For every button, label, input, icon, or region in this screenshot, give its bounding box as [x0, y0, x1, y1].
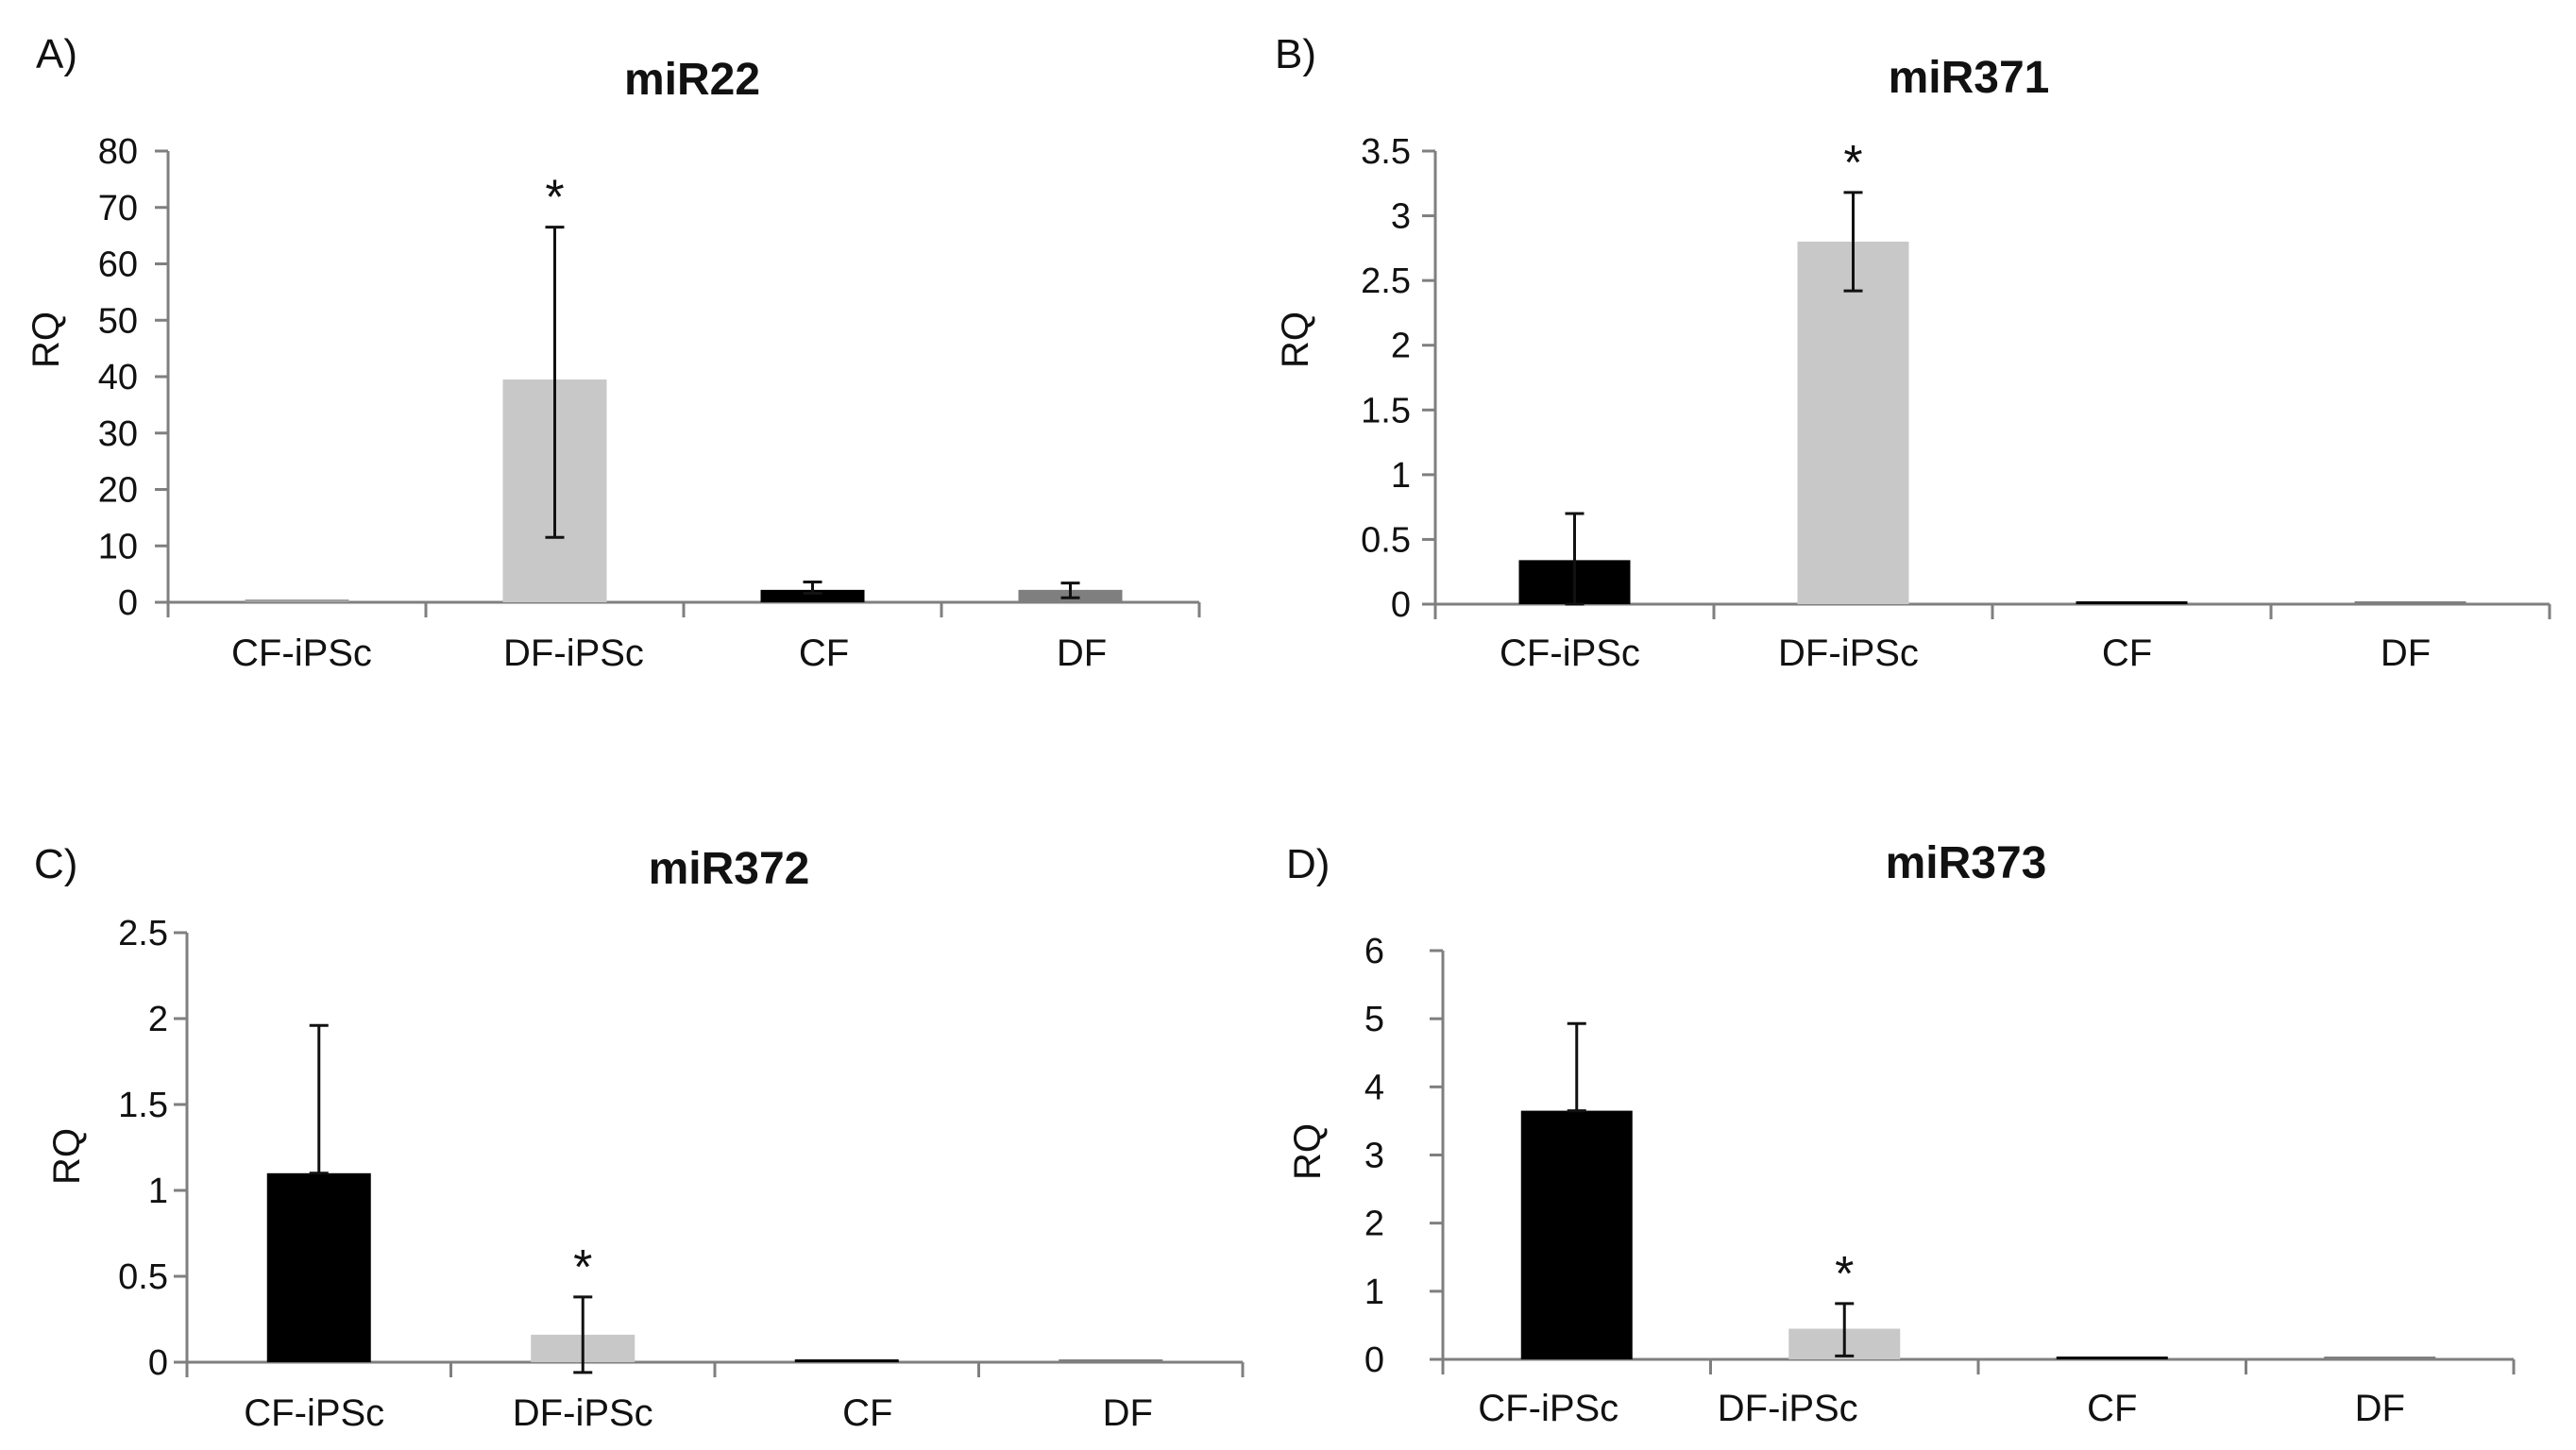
bar-cf-ipsc	[245, 599, 349, 602]
y-tick-label: 0	[1391, 585, 1411, 625]
y-tick-label: 1	[1391, 456, 1411, 496]
y-axis-title: RQ	[1287, 1123, 1329, 1180]
y-tick-label: 80	[98, 132, 138, 172]
x-category-label: DF-iPSc	[513, 1392, 653, 1434]
panel-label: B)	[1275, 31, 1316, 77]
y-tick-label: 6	[1364, 932, 1384, 971]
y-tick-label: 50	[98, 301, 138, 341]
x-category-label: CF-iPSc	[244, 1392, 384, 1434]
bar-cf	[794, 1359, 899, 1362]
y-tick-label: 70	[98, 189, 138, 228]
panel-label: D)	[1286, 841, 1330, 887]
x-category-label: DF	[2355, 1388, 2405, 1429]
y-tick-label: 60	[98, 245, 138, 285]
x-category-label: CF	[2087, 1388, 2137, 1429]
y-tick-label: 4	[1364, 1068, 1384, 1107]
y-tick-label: 20	[98, 471, 138, 511]
x-category-label: CF	[799, 632, 849, 674]
chart-panel-b: B) miR371 RQ 0 0.5 1 1.5 2 2.5 3 3.5 CF-iPSc * DF-…	[1275, 31, 2551, 674]
bar-cf-ipsc	[1520, 1110, 1633, 1359]
x-category-label: DF-iPSc	[1718, 1388, 1858, 1429]
significance-marker: *	[545, 171, 564, 226]
y-tick-label: 3	[1391, 197, 1411, 237]
y-tick-label: 1	[148, 1172, 168, 1211]
bar-cf	[2076, 601, 2188, 604]
x-category-label: DF-iPSc	[503, 632, 644, 674]
bar-df-ipsc	[1797, 242, 1909, 604]
y-tick-label: 0	[118, 583, 138, 623]
y-tick-label: 2	[1364, 1205, 1384, 1244]
x-category-label: DF	[1057, 632, 1107, 674]
y-tick-label: 1.5	[1361, 391, 1411, 430]
y-axis-title: RQ	[1275, 312, 1316, 368]
significance-marker: *	[573, 1240, 592, 1295]
bar-cf	[2056, 1357, 2168, 1359]
y-tick-label: 0.5	[118, 1257, 168, 1297]
x-category-label: DF-iPSc	[1778, 632, 1919, 674]
x-category-label: DF	[2381, 632, 2431, 674]
y-axis-title: RQ	[46, 1128, 88, 1185]
x-category-label: CF	[2102, 632, 2152, 674]
y-tick-label: 0.5	[1361, 520, 1411, 560]
y-tick-label: 40	[98, 358, 138, 397]
chart-title: miR373	[1886, 838, 2047, 888]
significance-marker: *	[1835, 1247, 1854, 1302]
y-tick-label: 0	[148, 1343, 168, 1383]
x-category-label: CF-iPSc	[231, 632, 372, 674]
bar-df	[2354, 601, 2466, 604]
panel-label: A)	[36, 31, 77, 77]
bar-df	[1059, 1359, 1163, 1362]
y-tick-label: 2	[1391, 327, 1411, 366]
bar-df	[2324, 1357, 2436, 1359]
x-category-label: DF	[1103, 1392, 1153, 1434]
chart-panel-a: A) miR22 RQ 0 10 20 30 40 50 60 70 80 CF-iPSc * DF-…	[25, 31, 1201, 674]
y-tick-label: 30	[98, 414, 138, 454]
x-category-label: CF	[842, 1392, 892, 1434]
y-tick-label: 2	[148, 1000, 168, 1039]
y-tick-label: 1	[1364, 1273, 1384, 1312]
chart-panel-d: D) miR373 RQ 0 1 2 3 4 5 6 CF-iPSc * DF-iPSc CF DF	[1286, 838, 2516, 1429]
chart-title: miR22	[624, 55, 760, 105]
y-tick-label: 2.5	[1361, 261, 1411, 301]
y-axis-title: RQ	[25, 312, 67, 368]
chart-title: miR371	[1889, 53, 2050, 103]
y-tick-label: 1.5	[118, 1086, 168, 1125]
significance-marker: *	[1843, 136, 1862, 191]
y-tick-label: 3	[1364, 1137, 1384, 1176]
y-tick-label: 10	[98, 527, 138, 566]
y-tick-label: 5	[1364, 1000, 1384, 1039]
y-tick-label: 3.5	[1361, 132, 1411, 172]
panel-label: C)	[34, 841, 77, 887]
bar-cf	[760, 589, 865, 602]
y-tick-label: 2.5	[118, 914, 168, 953]
x-category-label: CF-iPSc	[1500, 632, 1640, 674]
chart-title: miR372	[649, 844, 810, 894]
chart-panel-c: C) miR372 RQ 0 0.5 1 1.5 2 2.5 CF-iPSc * DF-iPSc…	[34, 841, 1245, 1434]
x-category-label: CF-iPSc	[1478, 1388, 1618, 1429]
bar-cf-ipsc	[266, 1172, 371, 1362]
y-tick-label: 0	[1364, 1340, 1384, 1380]
